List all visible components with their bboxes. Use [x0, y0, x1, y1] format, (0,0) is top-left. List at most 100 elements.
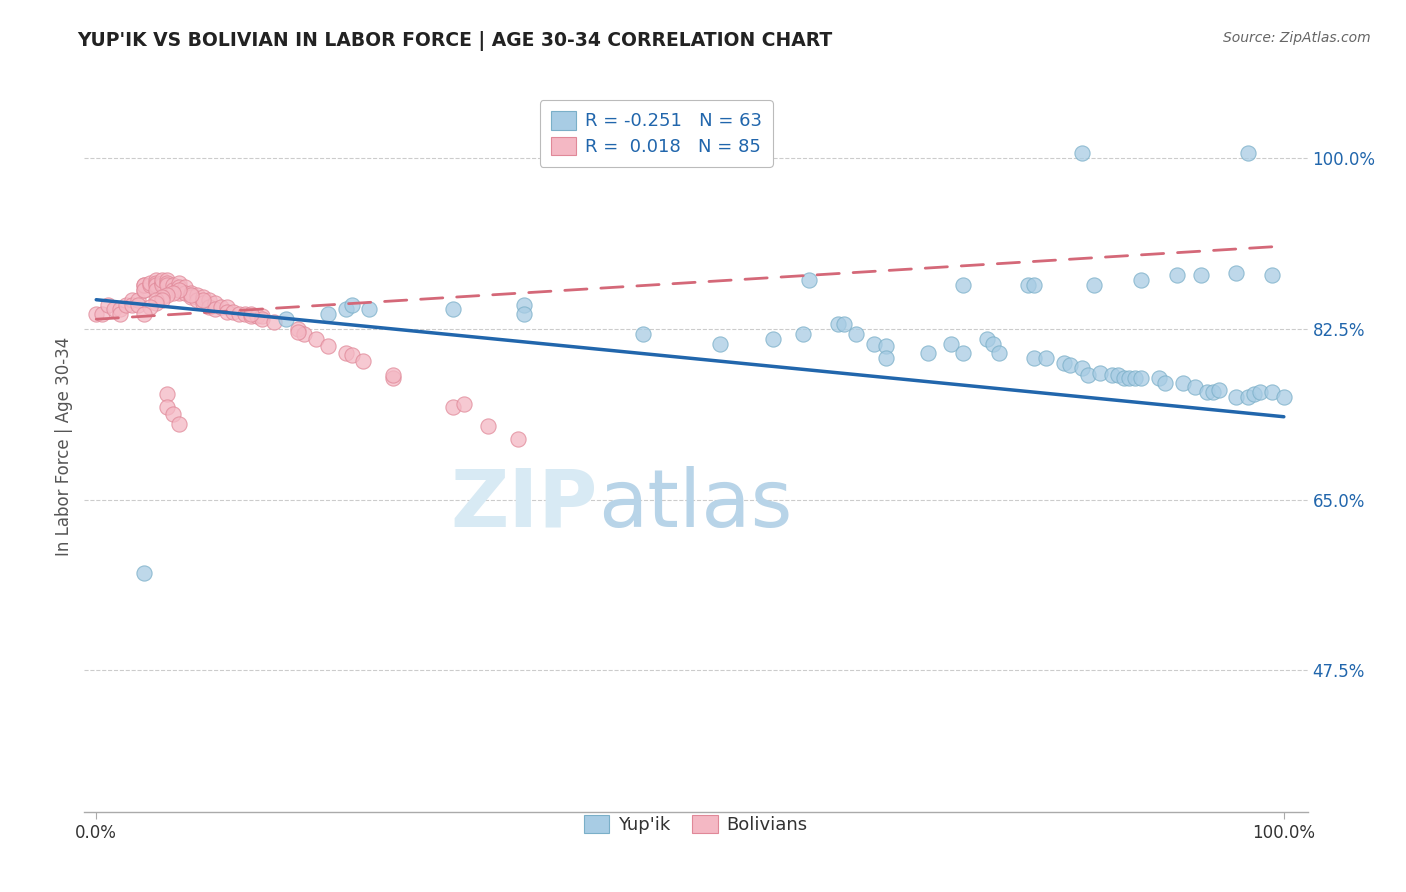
- Point: [1237, 146, 1260, 161]
- Point: [952, 346, 974, 360]
- Point: [316, 338, 339, 352]
- Point: [174, 285, 197, 300]
- Point: [382, 368, 405, 382]
- Point: [91, 307, 114, 321]
- Point: [97, 297, 120, 311]
- Point: [169, 285, 191, 300]
- Point: [169, 417, 191, 431]
- Point: [162, 278, 184, 293]
- Point: [709, 336, 731, 351]
- Point: [335, 302, 357, 317]
- Point: [1024, 278, 1046, 293]
- Point: [245, 310, 267, 324]
- Point: [186, 288, 208, 302]
- Point: [875, 338, 897, 352]
- Point: [108, 307, 131, 321]
- Point: [1125, 370, 1147, 384]
- Point: [1201, 385, 1223, 400]
- Point: [1059, 358, 1081, 372]
- Point: [198, 293, 221, 307]
- Point: [1083, 278, 1105, 293]
- Point: [228, 307, 250, 321]
- Point: [1184, 380, 1206, 394]
- Point: [162, 407, 184, 421]
- Point: [132, 283, 155, 297]
- Point: [1130, 273, 1153, 287]
- Point: [145, 273, 167, 287]
- Point: [150, 290, 173, 304]
- Point: [145, 283, 167, 297]
- Point: [198, 300, 221, 314]
- Point: [917, 346, 939, 360]
- Point: [1261, 268, 1284, 283]
- Point: [631, 326, 654, 341]
- Point: [292, 326, 315, 341]
- Point: [1208, 384, 1230, 398]
- Point: [222, 305, 245, 319]
- Point: [875, 351, 897, 366]
- Point: [506, 432, 529, 446]
- Point: [180, 288, 202, 302]
- Text: YUP'IK VS BOLIVIAN IN LABOR FORCE | AGE 30-34 CORRELATION CHART: YUP'IK VS BOLIVIAN IN LABOR FORCE | AGE …: [77, 31, 832, 51]
- Point: [252, 312, 274, 326]
- Point: [287, 325, 309, 339]
- Point: [239, 307, 262, 321]
- Point: [156, 387, 179, 401]
- Point: [180, 290, 202, 304]
- Point: [186, 293, 208, 307]
- Point: [191, 290, 214, 304]
- Point: [156, 288, 179, 302]
- Point: [340, 348, 363, 362]
- Point: [156, 276, 179, 290]
- Point: [156, 400, 179, 414]
- Point: [145, 295, 167, 310]
- Point: [174, 280, 197, 294]
- Legend: Yup'ik, Bolivians: Yup'ik, Bolivians: [575, 805, 817, 843]
- Point: [1249, 385, 1271, 400]
- Point: [382, 370, 405, 384]
- Point: [169, 283, 191, 297]
- Point: [150, 273, 173, 287]
- Point: [1243, 387, 1265, 401]
- Point: [263, 315, 285, 329]
- Point: [1171, 376, 1194, 390]
- Point: [441, 400, 464, 414]
- Point: [233, 307, 256, 321]
- Point: [215, 305, 238, 319]
- Point: [1071, 361, 1094, 376]
- Point: [305, 332, 328, 346]
- Point: [169, 276, 191, 290]
- Point: [215, 300, 238, 314]
- Point: [150, 276, 173, 290]
- Point: [1018, 278, 1040, 293]
- Point: [180, 285, 202, 300]
- Point: [132, 566, 155, 580]
- Point: [204, 302, 226, 317]
- Point: [1225, 266, 1247, 280]
- Point: [132, 307, 155, 321]
- Point: [127, 297, 149, 311]
- Point: [513, 307, 536, 321]
- Point: [169, 280, 191, 294]
- Point: [1147, 370, 1170, 384]
- Point: [132, 283, 155, 297]
- Point: [1071, 146, 1094, 161]
- Point: [797, 273, 820, 287]
- Text: Source: ZipAtlas.com: Source: ZipAtlas.com: [1223, 31, 1371, 45]
- Point: [145, 278, 167, 293]
- Point: [138, 276, 160, 290]
- Point: [209, 300, 232, 314]
- Point: [1088, 366, 1111, 380]
- Point: [1272, 390, 1295, 404]
- Point: [252, 310, 274, 324]
- Point: [1225, 390, 1247, 404]
- Point: [115, 297, 138, 311]
- Point: [138, 300, 160, 314]
- Point: [827, 317, 849, 331]
- Point: [441, 302, 464, 317]
- Point: [1189, 268, 1212, 283]
- Point: [287, 322, 309, 336]
- Point: [127, 293, 149, 307]
- Point: [1101, 368, 1123, 382]
- Point: [1053, 356, 1076, 370]
